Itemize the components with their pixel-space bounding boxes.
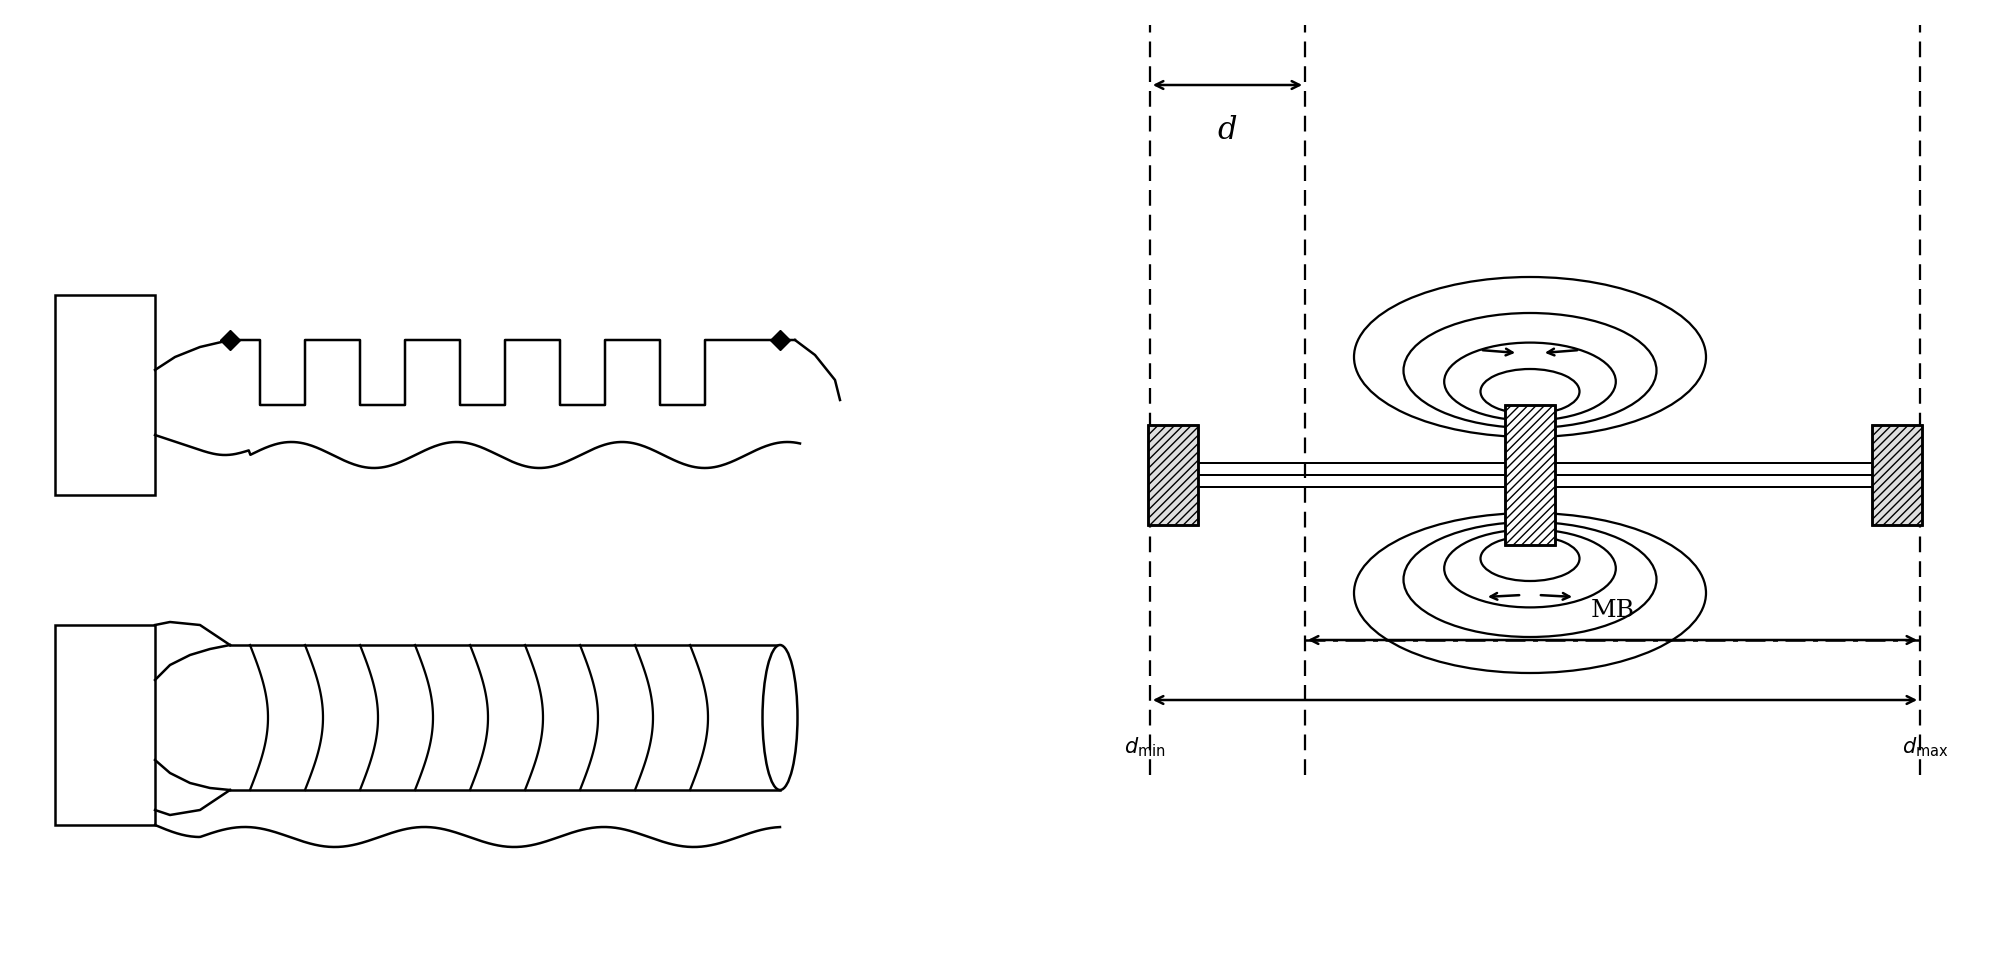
Bar — [54, 625, 155, 825]
Text: $d_{\rm min}$: $d_{\rm min}$ — [1123, 735, 1166, 758]
Ellipse shape — [763, 645, 797, 790]
Bar — [1147, 425, 1198, 525]
Bar — [1506, 405, 1554, 545]
Text: d: d — [1218, 115, 1238, 146]
Text: $d_{\rm max}$: $d_{\rm max}$ — [1902, 735, 1949, 758]
Text: MB: MB — [1590, 599, 1635, 622]
Bar — [1872, 425, 1922, 525]
Bar — [1147, 425, 1198, 525]
Bar — [54, 295, 155, 495]
Bar — [1506, 405, 1554, 545]
Bar — [1872, 425, 1922, 525]
